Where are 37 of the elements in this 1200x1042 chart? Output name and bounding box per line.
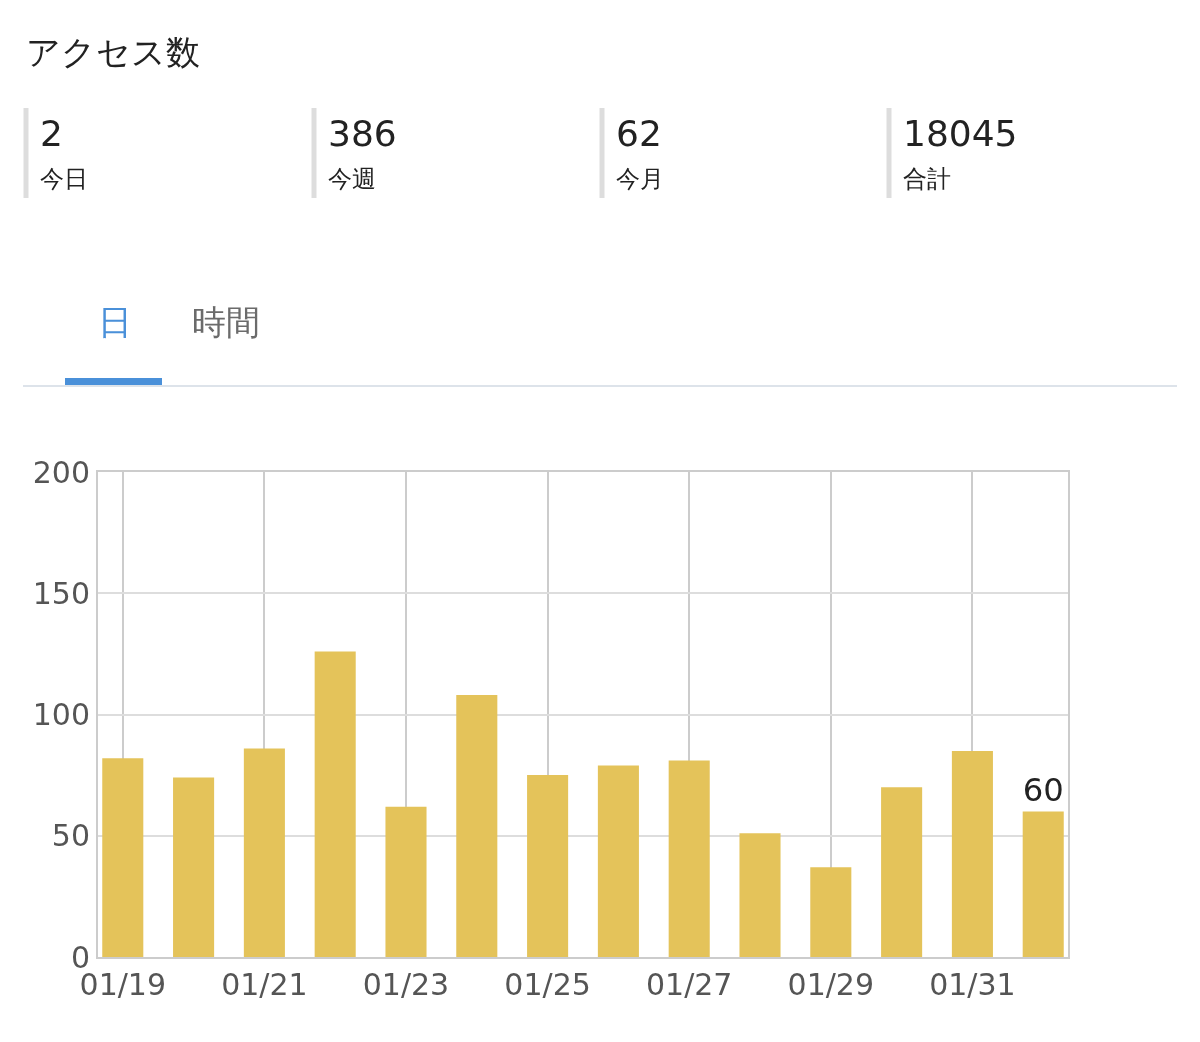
x-tick-label: 01/23 [362, 967, 450, 1002]
x-tick-label: 01/19 [79, 967, 167, 1002]
bar [102, 758, 144, 957]
text: 62 [616, 113, 662, 154]
x-tick-label: 01/21 [221, 967, 308, 1002]
text: 18045 [903, 113, 1018, 154]
x-tick-label: 01/25 [504, 967, 591, 1002]
bar [668, 760, 710, 957]
bar [739, 833, 781, 957]
chart-title: アクセス数 [26, 32, 200, 72]
bar [1022, 811, 1064, 957]
text: 日 [98, 302, 132, 342]
data-label: 60 [1022, 771, 1064, 810]
text: 今日 [40, 165, 88, 193]
bar [173, 777, 215, 957]
bar [951, 750, 993, 957]
bar [314, 651, 356, 957]
text: 2 [40, 113, 63, 154]
y-tick-label: 200 [32, 454, 90, 490]
text: 今週 [328, 165, 376, 193]
x-tick-label: 01/27 [645, 967, 733, 1002]
text: 386 [328, 113, 397, 154]
y-tick-label: 50 [51, 818, 90, 854]
x-tick-label: 01/29 [787, 967, 875, 1002]
bar [881, 787, 923, 957]
text: 合計 [903, 165, 951, 193]
bar [243, 748, 285, 957]
bar [385, 806, 427, 957]
bar [810, 867, 852, 957]
bar [456, 695, 498, 957]
y-tick-label: 150 [32, 575, 90, 611]
bar [597, 765, 639, 957]
bar [527, 775, 569, 957]
text: 今月 [616, 165, 664, 193]
text: 時間 [192, 302, 260, 342]
y-tick-label: 100 [32, 697, 90, 732]
x-tick-label: 01/31 [929, 967, 1016, 1002]
